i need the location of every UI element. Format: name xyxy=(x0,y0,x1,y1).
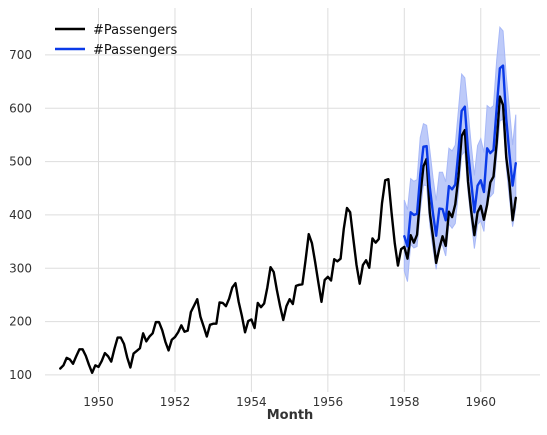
y-tick-label: 300 xyxy=(9,261,32,275)
y-tick-label: 400 xyxy=(9,208,32,222)
series-line-actual xyxy=(59,95,517,374)
y-tick-label: 700 xyxy=(9,48,32,62)
x-tick-label: 1960 xyxy=(465,395,496,409)
x-tick-label: 1956 xyxy=(313,395,344,409)
x-tick-label: 1952 xyxy=(160,395,191,409)
x-tick-label: 1954 xyxy=(236,395,267,409)
x-axis-title: Month xyxy=(267,408,314,423)
tick-labels: 1950 1952 1954 1956 1958 1960 100 200 300 400 500 6… xyxy=(9,48,496,409)
y-tick-label: 100 xyxy=(9,368,32,382)
x-tick-label: 1958 xyxy=(389,395,420,409)
y-tick-label: 600 xyxy=(9,101,32,115)
legend-label-forecast: #Passengers xyxy=(93,43,177,58)
legend-label-actual: #Passengers xyxy=(93,23,177,38)
series-line-forecast xyxy=(403,64,517,248)
legend: #Passengers #Passengers xyxy=(55,23,177,58)
y-tick-label: 500 xyxy=(9,155,32,169)
series-lines xyxy=(59,64,517,374)
y-tick-label: 200 xyxy=(9,315,32,329)
x-tick-label: 1950 xyxy=(83,395,114,409)
